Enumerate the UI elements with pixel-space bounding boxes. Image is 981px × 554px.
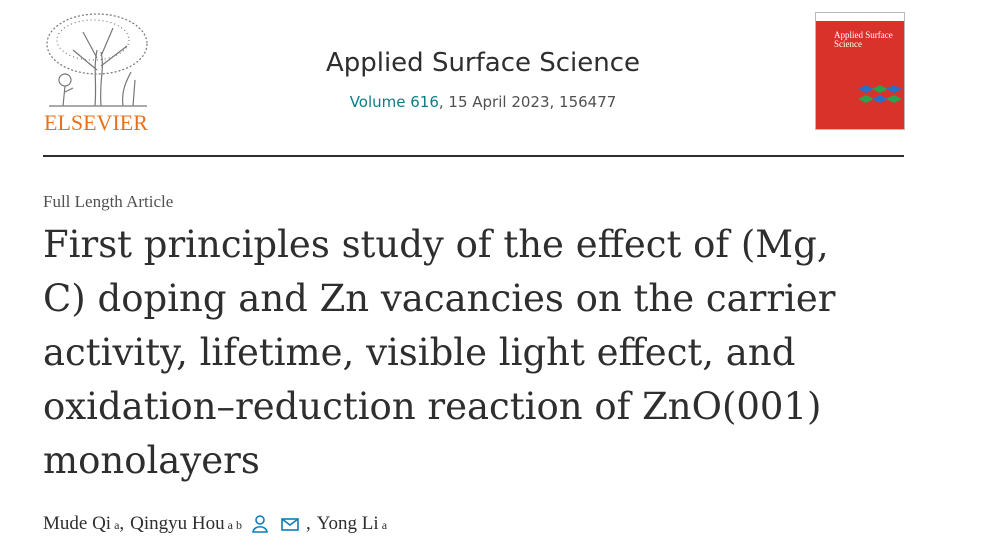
journal-cover[interactable]: Applied Surface Science bbox=[815, 12, 905, 130]
author-icons[interactable] bbox=[252, 515, 302, 533]
article-title: First principles study of the effect of … bbox=[43, 223, 836, 482]
author-name[interactable]: Mude Qi bbox=[43, 513, 112, 534]
article-type: Full Length Article bbox=[43, 192, 174, 211]
issue-info: , 15 April 2023, 156477 bbox=[438, 93, 617, 111]
cover-art bbox=[858, 85, 902, 103]
author-name[interactable]: Qingyu Hou bbox=[130, 513, 225, 534]
publisher-name: ELSEVIER bbox=[44, 110, 148, 135]
journal-name[interactable]: Applied Surface Science bbox=[325, 48, 641, 78]
separator: , bbox=[119, 513, 125, 534]
publisher-logo bbox=[46, 13, 148, 107]
author-name[interactable]: Yong Li bbox=[316, 513, 379, 534]
cover-title: Applied Surface Science bbox=[834, 30, 893, 49]
volume-link[interactable]: Volume 616 bbox=[349, 93, 439, 111]
cover-band bbox=[816, 13, 904, 21]
affiliation[interactable]: a bbox=[114, 518, 120, 532]
volume-line: Volume 616, 15 April 2023, 156477 bbox=[0, 93, 966, 111]
author-list: Mude Qi a, Qingyu Hou a b, Yong Li a bbox=[43, 513, 387, 535]
affiliation[interactable]: a b bbox=[227, 518, 242, 532]
separator: , bbox=[305, 513, 311, 534]
divider bbox=[43, 155, 904, 157]
affiliation[interactable]: a bbox=[381, 518, 388, 532]
